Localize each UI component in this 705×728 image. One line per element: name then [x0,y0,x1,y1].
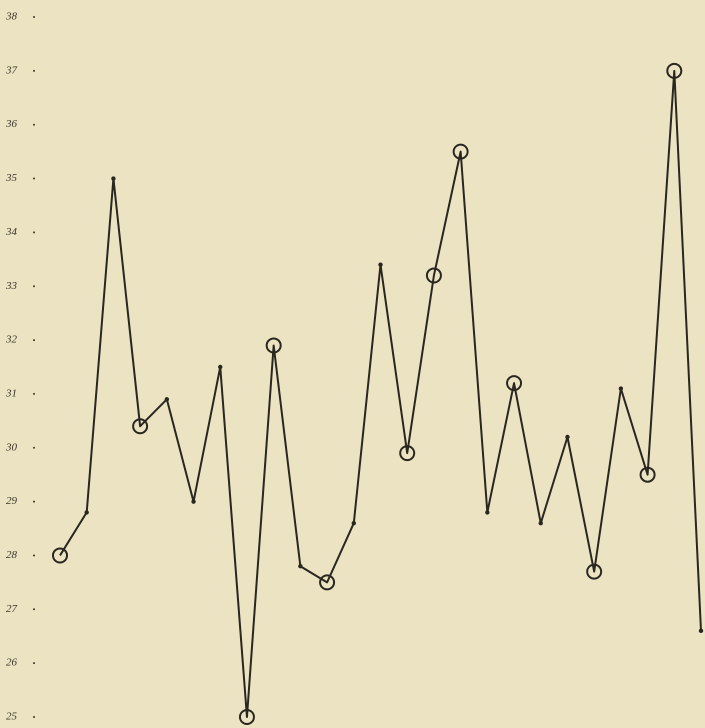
y-tick-label: 30 [5,441,18,453]
y-tick-label: 27 [6,603,18,615]
y-tick-label: 26 [6,657,18,669]
y-tick-label: 32 [5,334,18,346]
point-circle [265,337,282,354]
point [298,564,303,569]
point-circle [425,267,442,284]
point [618,386,624,391]
point [378,262,383,267]
y-tick-label: 31 [5,387,17,399]
tick-mark [33,231,35,234]
tick-mark [33,123,35,126]
y-tick-label: 25 [6,711,18,723]
tick-mark [33,69,35,72]
tick-mark [33,177,35,180]
point [218,364,223,370]
tick-mark [33,608,35,611]
tick-mark [33,339,35,342]
point-circle [132,418,149,435]
y-tick-label: 36 [5,118,18,130]
point [111,176,116,181]
y-tick-label: 33 [5,280,18,292]
y-tick-label: 29 [6,495,18,507]
tick-mark [33,662,35,665]
point-circle [238,709,255,725]
y-tick-label: 35 [5,172,18,184]
point [351,520,356,526]
point [698,628,704,634]
tick-mark [33,285,35,288]
y-tick-label: 28 [6,549,18,561]
point [164,397,170,402]
tick-mark [33,554,35,557]
point-circle [399,445,416,462]
tick-mark [33,500,35,503]
point [191,499,196,504]
point-circle [639,466,656,483]
tick-mark [33,16,35,18]
point [485,510,490,515]
point-circle [319,574,336,591]
data-line [59,69,702,718]
point-circle [506,375,523,392]
y-tick-label: 38 [5,11,18,23]
point-circle [666,62,683,79]
point [84,510,89,515]
y-tick-label: 37 [5,64,18,76]
point-circle [452,143,469,160]
tick-mark [33,716,35,718]
point-circle [586,563,603,580]
point [565,434,570,440]
y-tick-label: 34 [5,226,18,238]
point-circle [52,547,68,564]
tick-mark [33,446,35,449]
point [538,520,543,526]
tick-mark [33,392,35,395]
